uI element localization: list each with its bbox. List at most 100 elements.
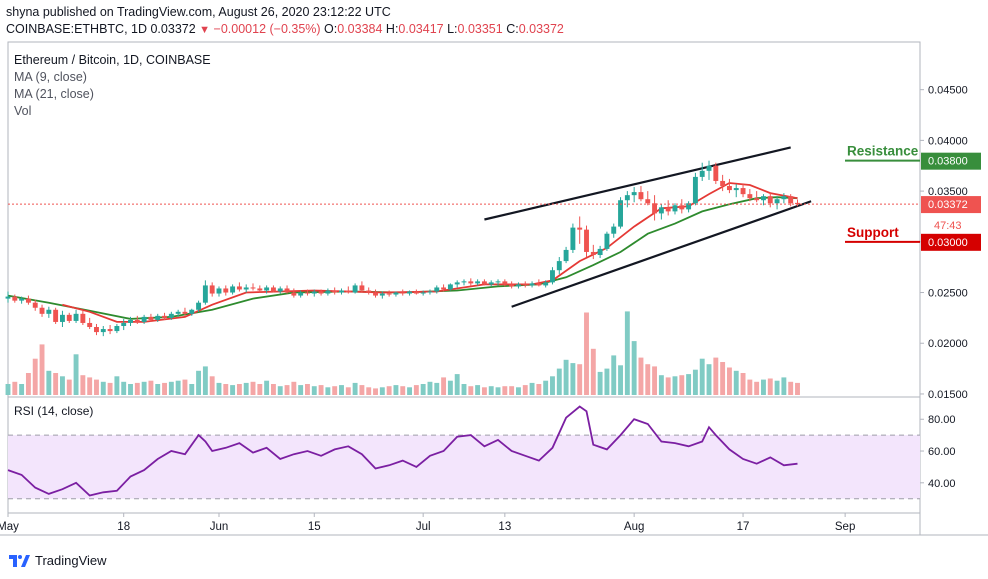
publish-info: shyna published on TradingView.com, Augu…	[6, 5, 391, 19]
resistance-badge-text: 0.03800	[928, 156, 968, 168]
candle-body	[19, 298, 25, 301]
tradingview-logo-icon	[9, 554, 30, 567]
candle-body	[597, 248, 603, 255]
candle-body	[481, 281, 487, 285]
volume-bar	[243, 382, 249, 395]
volume-bar	[345, 387, 351, 395]
legend-ma21[interactable]: MA (21, close)	[14, 87, 94, 101]
time-tick-label: May	[0, 521, 19, 533]
candle-body	[624, 195, 630, 201]
time-tick-label: Jun	[210, 521, 229, 533]
volume-bar	[427, 381, 433, 395]
candle-body	[386, 293, 392, 295]
channel-lower-line	[511, 200, 812, 308]
candle-body	[100, 329, 106, 333]
candle-body	[740, 188, 746, 195]
candle-body	[339, 290, 344, 293]
tradingview-logo[interactable]: TradingView	[8, 553, 107, 568]
volume-bar	[339, 385, 344, 395]
time-tick-label: Jul	[416, 521, 431, 533]
volume-bar	[257, 384, 263, 395]
volume-bar	[162, 382, 167, 395]
time-tick-label: Sep	[835, 521, 855, 533]
candle-body	[420, 292, 426, 294]
volume-bar	[556, 368, 562, 395]
volume-bar	[692, 369, 698, 395]
candle-body	[236, 286, 242, 290]
volume-bar	[529, 382, 535, 395]
volume-bar	[209, 376, 215, 395]
candle-body	[5, 296, 11, 299]
volume-bar	[134, 382, 140, 395]
candle-body	[699, 170, 705, 177]
candle-body	[556, 261, 562, 271]
volume-bar	[611, 355, 617, 395]
rsi-tick-label: 80.00	[928, 414, 956, 426]
volume-bar	[550, 376, 555, 395]
time-tick-label: 15	[308, 521, 321, 533]
candle-body	[107, 329, 113, 332]
candle-body	[94, 327, 99, 333]
candle-body	[318, 291, 324, 294]
candle-body	[747, 194, 753, 199]
candle-body	[515, 284, 521, 287]
volume-bar	[373, 388, 378, 395]
candle-body	[447, 284, 453, 290]
candle-body	[128, 319, 133, 323]
resistance-label: Resistance	[847, 144, 919, 159]
last-price-badge-text: 0.03372	[928, 199, 968, 211]
candle-body	[155, 315, 161, 320]
volume-bar	[509, 386, 515, 395]
volume-bar	[686, 374, 692, 395]
candle-body	[665, 207, 671, 212]
last-price-value: 0.03372	[150, 22, 196, 36]
last-price-badge	[921, 196, 981, 214]
volume-bar	[767, 378, 773, 395]
candle-body	[250, 287, 256, 289]
candle-body	[577, 227, 583, 230]
volume-bar	[223, 384, 229, 395]
candle-body	[488, 282, 494, 285]
candle-body	[570, 227, 576, 250]
down-arrow-icon: ▼	[199, 24, 211, 36]
candle-body	[604, 233, 610, 249]
brand-name: TradingView	[35, 553, 107, 568]
candle-body	[175, 311, 181, 314]
candle-body	[53, 309, 59, 322]
volume-bar	[12, 381, 18, 395]
volume-bar	[475, 385, 481, 395]
volume-bar	[216, 382, 222, 395]
candle-body	[352, 285, 358, 293]
volume-bar	[141, 381, 147, 395]
candle-body	[59, 314, 65, 322]
volume-bar	[461, 384, 467, 395]
candle-body	[400, 292, 406, 294]
candle-body	[291, 292, 297, 296]
candle-body	[216, 288, 222, 294]
price-tick-label: 0.02000	[928, 338, 968, 350]
volume-bar	[284, 385, 290, 395]
volume-bar	[434, 382, 440, 395]
volume-bar	[584, 312, 589, 395]
rsi-band	[8, 435, 920, 499]
candle-body	[754, 198, 760, 201]
candle-body	[230, 286, 236, 293]
volume-bar	[114, 376, 120, 395]
legend-ma9[interactable]: MA (9, close)	[14, 70, 87, 84]
volume-bar	[189, 384, 195, 395]
volume-bar	[590, 348, 596, 395]
candle-body	[182, 311, 188, 314]
candle-body	[39, 307, 45, 314]
candle-body	[767, 196, 773, 204]
legend-vol[interactable]: Vol	[14, 104, 32, 118]
rsi-label: RSI (14, close)	[14, 404, 93, 418]
volume-bar	[318, 385, 324, 395]
candle-body	[529, 283, 535, 286]
volume-bar	[87, 377, 93, 395]
resistance-badge	[921, 152, 981, 170]
volume-bar	[699, 358, 705, 395]
candle-body	[590, 251, 596, 255]
volume-bar	[366, 387, 372, 395]
candle-body	[502, 281, 508, 285]
